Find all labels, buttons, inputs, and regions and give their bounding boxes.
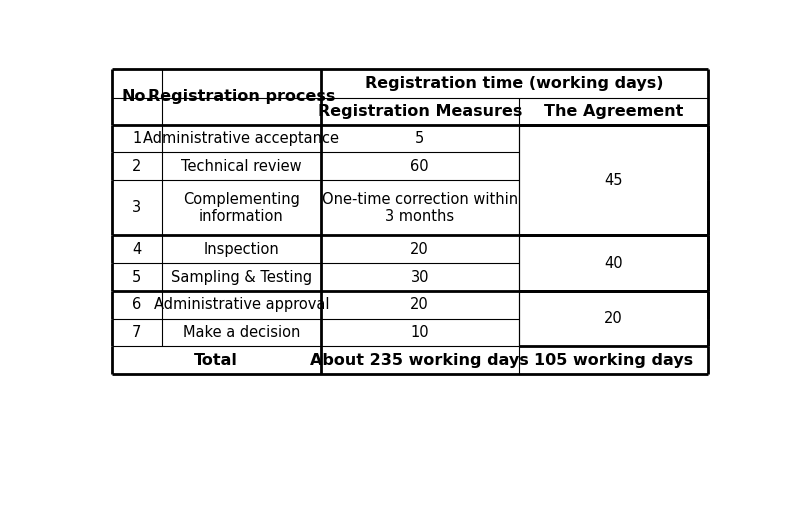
Text: 20: 20: [604, 311, 623, 326]
Text: 10: 10: [410, 325, 429, 340]
Text: 5: 5: [415, 131, 424, 146]
Text: Registration Measures: Registration Measures: [318, 104, 522, 119]
Text: 7: 7: [132, 325, 142, 340]
Text: Administrative approval: Administrative approval: [154, 297, 329, 312]
Text: 2: 2: [132, 159, 142, 174]
Text: Technical review: Technical review: [181, 159, 302, 174]
Text: 40: 40: [604, 255, 622, 271]
Text: Total: Total: [194, 353, 238, 368]
Text: Inspection: Inspection: [203, 242, 279, 257]
Text: 4: 4: [132, 242, 142, 257]
Text: Administrative acceptance: Administrative acceptance: [143, 131, 339, 146]
Text: 45: 45: [604, 173, 622, 187]
Text: No.: No.: [122, 90, 152, 104]
Text: Make a decision: Make a decision: [182, 325, 300, 340]
Text: 105 working days: 105 working days: [534, 353, 693, 368]
Text: Registration time (working days): Registration time (working days): [366, 76, 664, 91]
Text: One-time correction within
3 months: One-time correction within 3 months: [322, 191, 518, 224]
Text: 6: 6: [132, 297, 142, 312]
Text: 20: 20: [410, 297, 429, 312]
Text: 3: 3: [132, 200, 142, 215]
Text: 20: 20: [410, 242, 429, 257]
Text: Complementing
information: Complementing information: [183, 191, 300, 224]
Text: Sampling & Testing: Sampling & Testing: [171, 269, 312, 285]
Text: 30: 30: [410, 269, 429, 285]
Text: 1: 1: [132, 131, 142, 146]
Text: The Agreement: The Agreement: [544, 104, 683, 119]
Text: 5: 5: [132, 269, 142, 285]
Text: 60: 60: [410, 159, 429, 174]
Text: About 235 working days: About 235 working days: [310, 353, 529, 368]
Text: Registration process: Registration process: [148, 90, 335, 104]
